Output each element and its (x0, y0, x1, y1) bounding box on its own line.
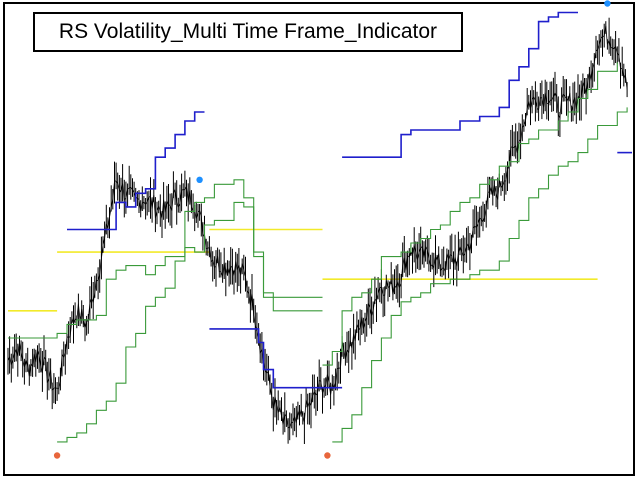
price-line (7, 25, 628, 429)
upper-band-lines (67, 11, 632, 389)
marker-down-dot (53, 452, 61, 459)
stop-line-fast-2 (322, 62, 618, 366)
stop-lines (8, 62, 628, 443)
marker-up-dot (604, 0, 611, 7)
upper-band-2 (209, 328, 343, 389)
marker-down-dot (324, 452, 331, 459)
signal-markers (53, 0, 611, 459)
marker-up-dot (196, 176, 203, 183)
price-series (7, 17, 628, 444)
chart-frame (3, 2, 635, 476)
stop-line-fast-1 (57, 201, 323, 443)
upper-band-1 (67, 111, 205, 231)
upper-band-3 (342, 11, 578, 158)
chart-title-box: RS Volatility_Multi Time Frame_Indicator (33, 12, 463, 52)
chart-title: RS Volatility_Multi Time Frame_Indicator (58, 20, 438, 43)
stop-line-slow-2 (332, 107, 628, 443)
